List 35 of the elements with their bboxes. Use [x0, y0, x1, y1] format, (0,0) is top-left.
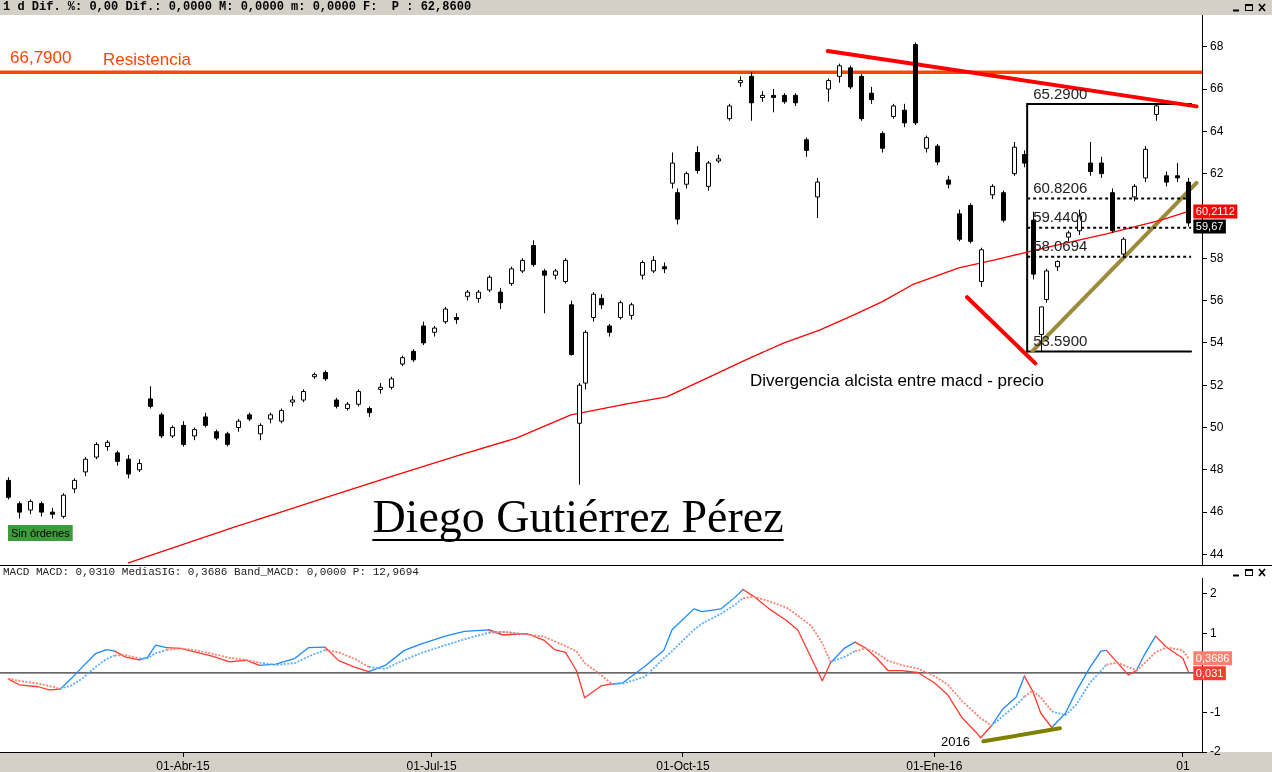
annotation: Diego Gutiérrez Pérez	[372, 491, 784, 542]
y-tick-label: 68	[1210, 39, 1224, 54]
y-tick-label: 48	[1210, 462, 1224, 477]
chart-title: MACD MACD: 0,0310 MediaSIG: 0,3686 Band_MACD: 0,0000 P: 12,9694	[3, 566, 419, 578]
y-tick-label: 66	[1210, 81, 1224, 96]
x-tick-label: 01	[1176, 758, 1190, 772]
text: 59,67	[1195, 220, 1224, 233]
y-tick-label: 54	[1210, 335, 1224, 350]
y-tick-label: 50	[1210, 419, 1224, 434]
y-tick-label: 62	[1210, 165, 1224, 180]
x-tick-label: 01-Ene-16	[906, 758, 963, 772]
y-tick-label: 2	[1210, 586, 1217, 601]
annotation: Divergencia alcista entre macd - precio	[750, 371, 1044, 391]
y-tick-label: 64	[1210, 123, 1224, 138]
data-label: 0,031	[1195, 666, 1224, 679]
series-label: 65.2900	[1033, 84, 1088, 102]
y-tick-label: 1	[1210, 625, 1217, 640]
y-tick-label: 52	[1210, 377, 1224, 392]
x-tick-label: 01-Abr-15	[156, 758, 211, 772]
annotation: Resistencia	[103, 49, 192, 69]
data-label: 60,2112	[1195, 205, 1235, 218]
chart-title: 1 d Dif. %: 0,00 Dif.: 0,0000 M: 0,0000 m: 0,0000 F: P : 62,8600	[3, 0, 472, 14]
y-tick-label: 56	[1210, 292, 1224, 307]
y-tick-label: 46	[1210, 504, 1224, 519]
y-tick-label: 44	[1210, 546, 1224, 561]
x-tick-label: 01-Oct-15	[656, 758, 710, 772]
ref-line-label: 66,7900	[10, 47, 72, 67]
x-tick-label: 01-Jul-15	[406, 758, 457, 772]
annotation: 2016	[941, 734, 970, 750]
data-label: 0,3686	[1195, 651, 1230, 664]
series-label: 60.8206	[1033, 179, 1088, 197]
y-tick-label: -2	[1210, 744, 1221, 759]
y-tick-label: -1	[1210, 704, 1221, 719]
annotation: Sin órdenes	[11, 526, 71, 539]
y-tick-label: 58	[1210, 250, 1224, 265]
